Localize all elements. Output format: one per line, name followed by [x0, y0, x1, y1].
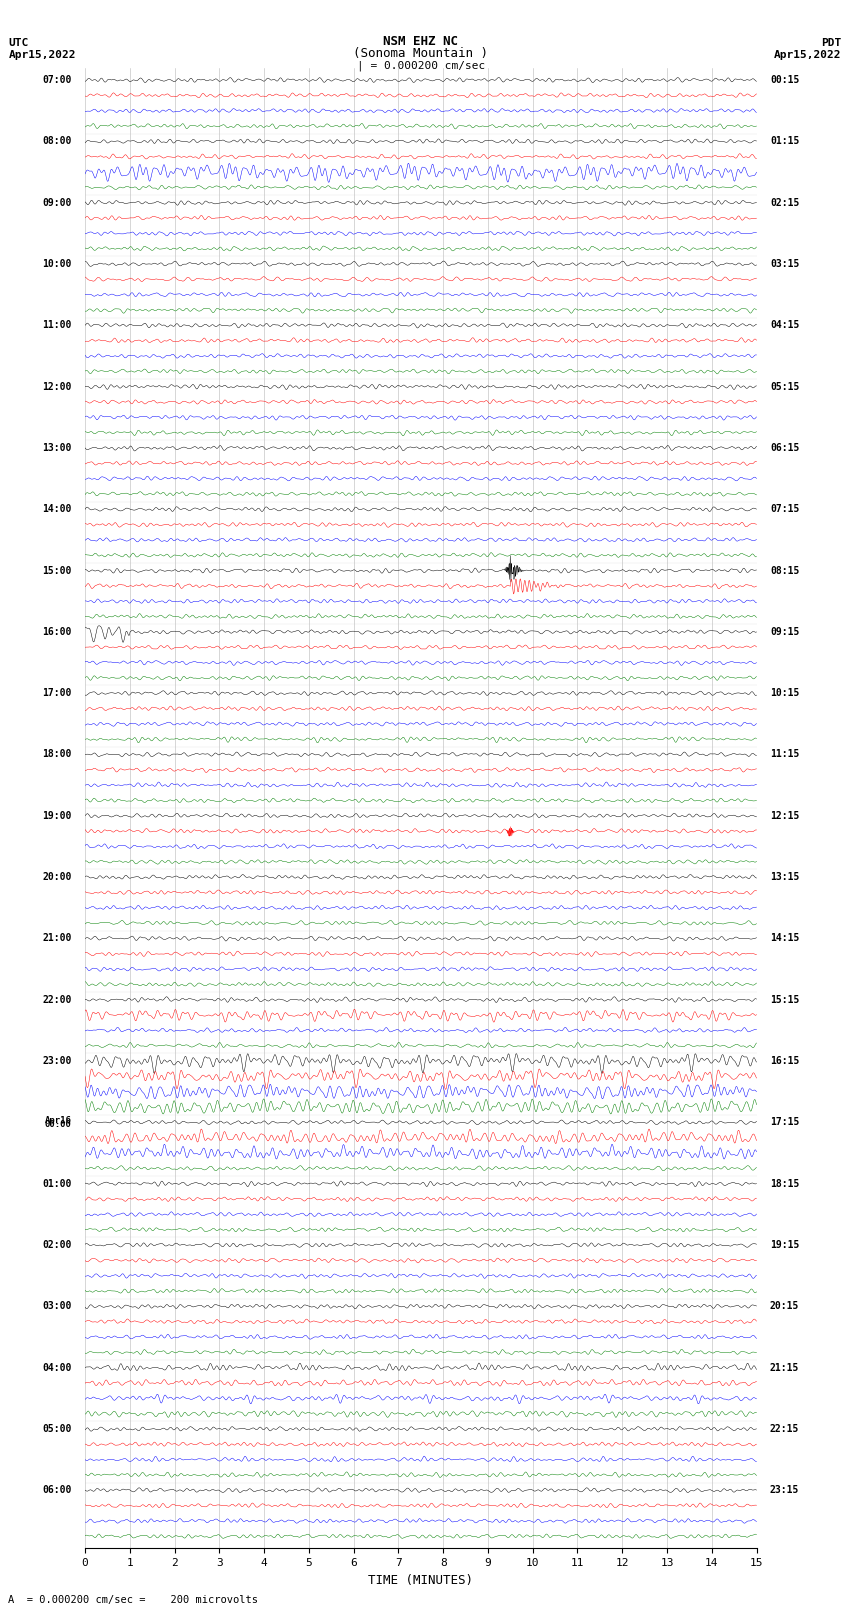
Text: 13:15: 13:15: [770, 873, 799, 882]
Text: | = 0.000200 cm/sec: | = 0.000200 cm/sec: [357, 60, 484, 71]
Text: Apr15,2022: Apr15,2022: [774, 50, 842, 60]
Text: 18:15: 18:15: [770, 1179, 799, 1189]
Text: 11:15: 11:15: [770, 750, 799, 760]
Text: 07:15: 07:15: [770, 505, 799, 515]
Text: 22:15: 22:15: [770, 1424, 799, 1434]
Text: 07:00: 07:00: [42, 76, 71, 85]
Text: 12:00: 12:00: [42, 382, 71, 392]
Text: 09:15: 09:15: [770, 627, 799, 637]
Text: 21:15: 21:15: [770, 1363, 799, 1373]
Text: 04:15: 04:15: [770, 321, 799, 331]
Text: 17:15: 17:15: [770, 1118, 799, 1127]
Text: 13:00: 13:00: [42, 444, 71, 453]
Text: 22:00: 22:00: [42, 995, 71, 1005]
Text: 19:15: 19:15: [770, 1240, 799, 1250]
Text: (Sonoma Mountain ): (Sonoma Mountain ): [354, 47, 488, 60]
Text: 09:00: 09:00: [42, 198, 71, 208]
Text: 01:00: 01:00: [42, 1179, 71, 1189]
Text: 15:15: 15:15: [770, 995, 799, 1005]
Text: Apr16: Apr16: [45, 1116, 71, 1124]
Text: 19:00: 19:00: [42, 811, 71, 821]
Text: 08:15: 08:15: [770, 566, 799, 576]
Text: 10:15: 10:15: [770, 689, 799, 698]
Text: 16:15: 16:15: [770, 1057, 799, 1066]
Text: 18:00: 18:00: [42, 750, 71, 760]
Text: 00:00: 00:00: [45, 1119, 71, 1129]
Text: 14:15: 14:15: [770, 934, 799, 944]
Text: UTC: UTC: [8, 39, 29, 48]
Text: 16:00: 16:00: [42, 627, 71, 637]
Text: 06:15: 06:15: [770, 444, 799, 453]
Text: 23:15: 23:15: [770, 1486, 799, 1495]
Text: 02:00: 02:00: [42, 1240, 71, 1250]
Text: 04:00: 04:00: [42, 1363, 71, 1373]
Text: 03:15: 03:15: [770, 260, 799, 269]
Text: 00:15: 00:15: [770, 76, 799, 85]
Text: 01:15: 01:15: [770, 137, 799, 147]
Text: 03:00: 03:00: [42, 1302, 71, 1311]
Text: 21:00: 21:00: [42, 934, 71, 944]
Text: 20:00: 20:00: [42, 873, 71, 882]
Text: Apr15,2022: Apr15,2022: [8, 50, 76, 60]
Text: 11:00: 11:00: [42, 321, 71, 331]
Text: 15:00: 15:00: [42, 566, 71, 576]
Text: 23:00: 23:00: [42, 1057, 71, 1066]
Text: 06:00: 06:00: [42, 1486, 71, 1495]
Text: NSM EHZ NC: NSM EHZ NC: [383, 35, 458, 48]
Text: A  = 0.000200 cm/sec =    200 microvolts: A = 0.000200 cm/sec = 200 microvolts: [8, 1595, 258, 1605]
Text: PDT: PDT: [821, 39, 842, 48]
Text: 20:15: 20:15: [770, 1302, 799, 1311]
Text: 02:15: 02:15: [770, 198, 799, 208]
Text: 05:15: 05:15: [770, 382, 799, 392]
Text: 12:15: 12:15: [770, 811, 799, 821]
Text: 17:00: 17:00: [42, 689, 71, 698]
X-axis label: TIME (MINUTES): TIME (MINUTES): [368, 1574, 473, 1587]
Text: 05:00: 05:00: [42, 1424, 71, 1434]
Text: 10:00: 10:00: [42, 260, 71, 269]
Text: 14:00: 14:00: [42, 505, 71, 515]
Text: 08:00: 08:00: [42, 137, 71, 147]
